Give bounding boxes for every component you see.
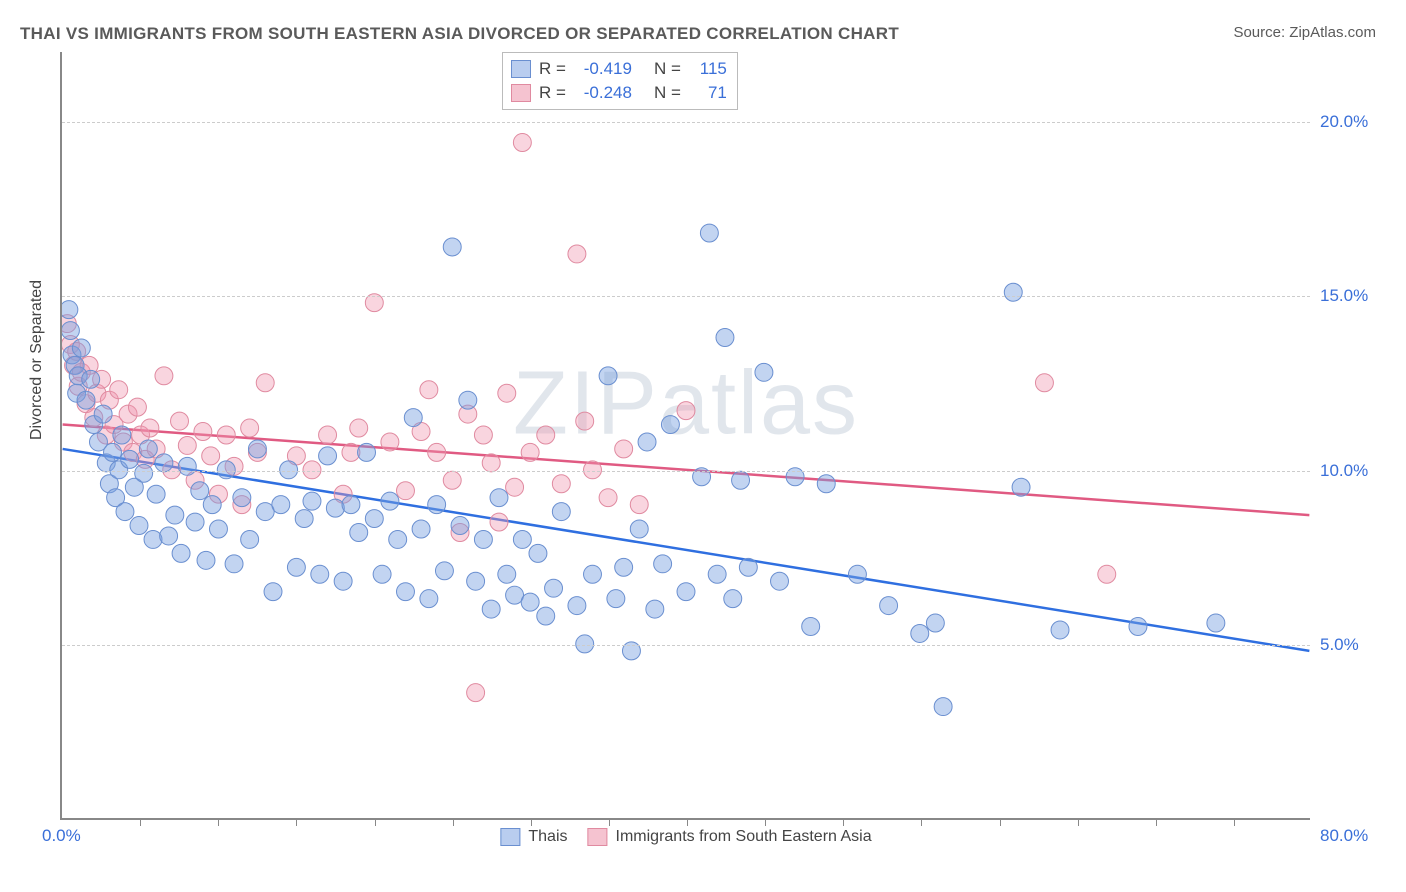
legend-swatch-immigrants: [588, 828, 608, 846]
legend-item-thais: Thais: [500, 828, 567, 846]
chart-title: THAI VS IMMIGRANTS FROM SOUTH EASTERN AS…: [20, 24, 899, 44]
source-label: Source: ZipAtlas.com: [1233, 24, 1376, 41]
swatch-immigrants: [511, 84, 531, 102]
n-label: N =: [654, 57, 681, 81]
n-value-immigrants: 71: [687, 81, 727, 105]
r-label: R =: [539, 57, 566, 81]
y-tick-label: 20.0%: [1320, 112, 1400, 132]
stats-box: R = -0.419 N = 115 R = -0.248 N = 71: [502, 52, 738, 110]
legend-item-immigrants: Immigrants from South Eastern Asia: [588, 828, 872, 846]
y-tick-label: 10.0%: [1320, 461, 1400, 481]
r-value-thais: -0.419: [572, 57, 632, 81]
x-axis-max-label: 80.0%: [1320, 826, 1400, 846]
plot-area: ZIPatlas R = -0.419 N = 115 R = -0.248 N…: [60, 52, 1310, 820]
legend-label-thais: Thais: [528, 828, 567, 846]
swatch-thais: [511, 60, 531, 78]
bottom-legend: Thais Immigrants from South Eastern Asia: [500, 828, 871, 846]
stats-row-thais: R = -0.419 N = 115: [511, 57, 727, 81]
stats-row-immigrants: R = -0.248 N = 71: [511, 81, 727, 105]
y-axis-title: Divorced or Separated: [28, 280, 46, 440]
r-label: R =: [539, 81, 566, 105]
chart-svg: [62, 52, 1310, 818]
y-tick-label: 5.0%: [1320, 635, 1400, 655]
x-axis-min-label: 0.0%: [42, 826, 81, 846]
r-value-immigrants: -0.248: [572, 81, 632, 105]
n-label: N =: [654, 81, 681, 105]
legend-swatch-thais: [500, 828, 520, 846]
y-tick-label: 15.0%: [1320, 286, 1400, 306]
legend-label-immigrants: Immigrants from South Eastern Asia: [616, 828, 872, 846]
n-value-thais: 115: [687, 57, 727, 81]
